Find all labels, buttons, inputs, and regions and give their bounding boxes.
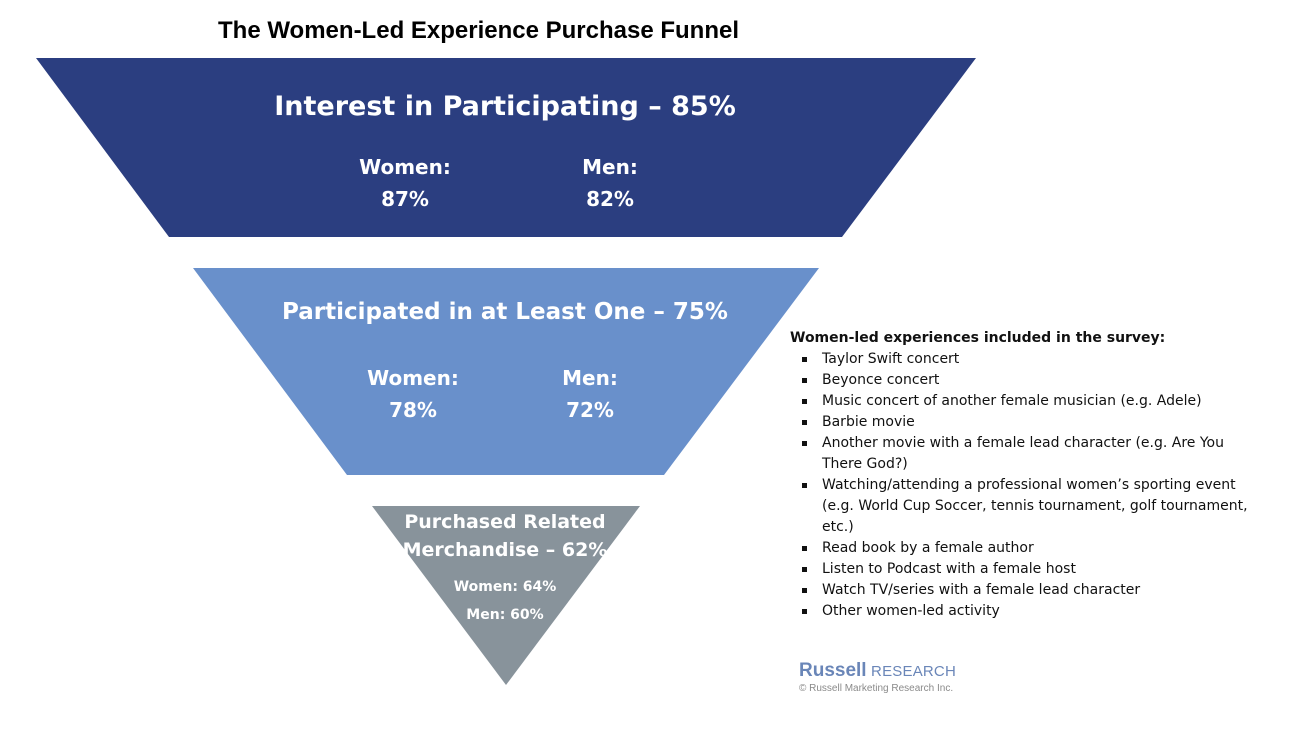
experience-item-text: Watch TV/series with a female lead chara… xyxy=(822,582,1141,598)
square-bullet-icon xyxy=(802,588,807,593)
square-bullet-icon xyxy=(802,378,807,383)
stage-1-heading: Interest in Participating – 85% xyxy=(274,91,736,122)
square-bullet-icon xyxy=(802,441,807,446)
stage-3-women: Women: 64% xyxy=(453,579,557,595)
experience-item: Taylor Swift concert xyxy=(790,349,1252,370)
experiences-heading: Women-led experiences included in the su… xyxy=(790,330,1166,346)
stage-3-heading-line2: Merchandise – 62% xyxy=(402,539,608,561)
stage-2-men-label: Men: xyxy=(562,366,618,390)
square-bullet-icon xyxy=(802,399,807,404)
stage-3-men: Men: 60% xyxy=(466,607,544,623)
square-bullet-icon xyxy=(802,609,807,614)
experience-item: Another movie with a female lead charact… xyxy=(790,433,1252,475)
experiences-panel: Women-led experiences included in the su… xyxy=(790,330,1260,622)
experiences-list: Taylor Swift concert Beyonce concert Mus… xyxy=(790,349,1260,622)
brand-copyright: © Russell Marketing Research Inc. xyxy=(799,683,954,694)
experience-item: Watch TV/series with a female lead chara… xyxy=(790,580,1252,601)
stage-2-women-label: Women: xyxy=(367,366,459,390)
square-bullet-icon xyxy=(802,546,807,551)
experience-item: Beyonce concert xyxy=(790,370,1252,391)
square-bullet-icon xyxy=(802,357,807,362)
russell-research-logo: Russell RESEARCH © Russell Marketing Res… xyxy=(799,660,956,694)
experience-item-text: Music concert of another female musician… xyxy=(822,393,1202,409)
stage-2-heading: Participated in at Least One – 75% xyxy=(282,299,728,325)
stage-1-women-label: Women: xyxy=(359,155,451,179)
square-bullet-icon xyxy=(802,483,807,488)
experience-item-text: Taylor Swift concert xyxy=(822,351,960,367)
experience-item: Watching/attending a professional women’… xyxy=(790,475,1252,538)
brand-name: Russell xyxy=(799,660,867,681)
brand-sub: RESEARCH xyxy=(871,663,956,680)
stage-2-women-value: 78% xyxy=(389,398,437,422)
stage-3-heading-line1: Purchased Related xyxy=(404,511,606,533)
experience-item: Read book by a female author xyxy=(790,538,1252,559)
experience-item-text: Another movie with a female lead charact… xyxy=(822,435,1224,472)
funnel-stage-3-purchased xyxy=(372,506,640,685)
experience-item-text: Listen to Podcast with a female host xyxy=(822,561,1076,577)
experience-item: Other women-led activity xyxy=(790,601,1252,622)
square-bullet-icon xyxy=(802,420,807,425)
experience-item-text: Barbie movie xyxy=(822,414,915,430)
funnel-stage-1-interest xyxy=(36,58,976,237)
experience-item-text: Read book by a female author xyxy=(822,540,1034,556)
experience-item-text: Other women-led activity xyxy=(822,603,1000,619)
square-bullet-icon xyxy=(802,567,807,572)
experience-item-text: Watching/attending a professional women’… xyxy=(822,477,1248,535)
stage-1-men-label: Men: xyxy=(582,155,638,179)
stage-1-men-value: 82% xyxy=(586,187,634,211)
page-title: The Women-Led Experience Purchase Funnel xyxy=(218,17,740,44)
experience-item: Music concert of another female musician… xyxy=(790,391,1252,412)
funnel-stage-2-participated xyxy=(193,268,819,475)
stage-2-men-value: 72% xyxy=(566,398,614,422)
experience-item-text: Beyonce concert xyxy=(822,372,940,388)
stage-1-women-value: 87% xyxy=(381,187,429,211)
experience-item: Listen to Podcast with a female host xyxy=(790,559,1252,580)
experience-item: Barbie movie xyxy=(790,412,1252,433)
